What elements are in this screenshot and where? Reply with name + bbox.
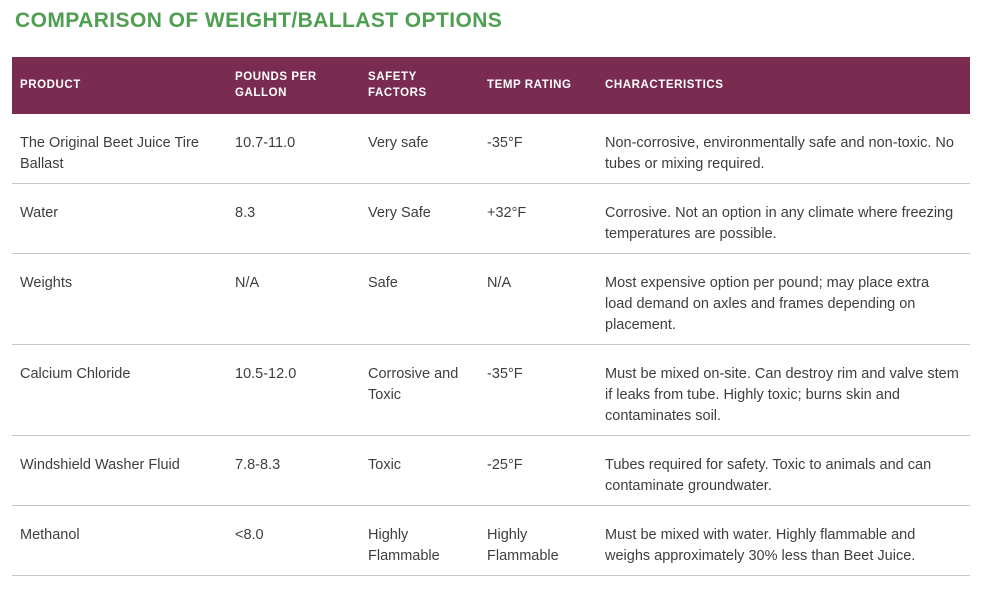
header-row: PRODUCT POUNDS PER GALLON SAFETY FACTORS… (12, 57, 970, 115)
column-header-temp-rating: TEMP RATING (479, 57, 597, 115)
cell-temp-rating: -35°F (479, 114, 597, 185)
cell-temp-rating: +32°F (479, 183, 597, 255)
cell-characteristics: Must be mixed with water. Highly flammab… (597, 505, 970, 577)
table-row: Calcium Chloride 10.5-12.0 Corrosive and… (12, 344, 970, 437)
column-header-characteristics: CHARACTERISTICS (597, 57, 970, 115)
cell-safety-factors: Highly Flammable (360, 505, 479, 577)
page-container: COMPARISON OF WEIGHT/BALLAST OPTIONS PRO… (0, 9, 982, 577)
column-header-safety-factors: SAFETY FACTORS (360, 57, 479, 115)
cell-safety-factors: Very safe (360, 114, 479, 185)
ballast-comparison-table: PRODUCT POUNDS PER GALLON SAFETY FACTORS… (12, 57, 970, 577)
cell-pounds-per-gallon: N/A (227, 253, 360, 346)
table-header: PRODUCT POUNDS PER GALLON SAFETY FACTORS… (12, 57, 970, 115)
cell-characteristics: Must be mixed on-site. Can destroy rim a… (597, 344, 970, 437)
cell-safety-factors: Very Safe (360, 183, 479, 255)
column-header-pounds-per-gallon: POUNDS PER GALLON (227, 57, 360, 115)
cell-pounds-per-gallon: 10.7-11.0 (227, 114, 360, 185)
cell-product: The Original Beet Juice Tire Ballast (12, 114, 227, 185)
cell-safety-factors: Corrosive and Toxic (360, 344, 479, 437)
cell-temp-rating: Highly Flammable (479, 505, 597, 577)
cell-temp-rating: -25°F (479, 435, 597, 507)
page-title: COMPARISON OF WEIGHT/BALLAST OPTIONS (15, 9, 503, 32)
cell-safety-factors: Toxic (360, 435, 479, 507)
cell-safety-factors: Safe (360, 253, 479, 346)
cell-product: Windshield Washer Fluid (12, 435, 227, 507)
table-row: Methanol <8.0 Highly Flammable Highly Fl… (12, 505, 970, 577)
table-row: The Original Beet Juice Tire Ballast 10.… (12, 114, 970, 185)
table-row: Windshield Washer Fluid 7.8-8.3 Toxic -2… (12, 435, 970, 507)
table-body: The Original Beet Juice Tire Ballast 10.… (12, 114, 970, 577)
cell-pounds-per-gallon: <8.0 (227, 505, 360, 577)
cell-pounds-per-gallon: 10.5-12.0 (227, 344, 360, 437)
cell-product: Weights (12, 253, 227, 346)
cell-pounds-per-gallon: 7.8-8.3 (227, 435, 360, 507)
cell-product: Methanol (12, 505, 227, 577)
cell-product: Calcium Chloride (12, 344, 227, 437)
cell-characteristics: Most expensive option per pound; may pla… (597, 253, 970, 346)
table-row: Water 8.3 Very Safe +32°F Corrosive. Not… (12, 183, 970, 255)
column-header-product: PRODUCT (12, 57, 227, 115)
cell-characteristics: Non-corrosive, environmentally safe and … (597, 114, 970, 185)
table-row: Weights N/A Safe N/A Most expensive opti… (12, 253, 970, 346)
cell-pounds-per-gallon: 8.3 (227, 183, 360, 255)
cell-temp-rating: N/A (479, 253, 597, 346)
cell-temp-rating: -35°F (479, 344, 597, 437)
cell-characteristics: Tubes required for safety. Toxic to anim… (597, 435, 970, 507)
cell-characteristics: Corrosive. Not an option in any climate … (597, 183, 970, 255)
cell-product: Water (12, 183, 227, 255)
